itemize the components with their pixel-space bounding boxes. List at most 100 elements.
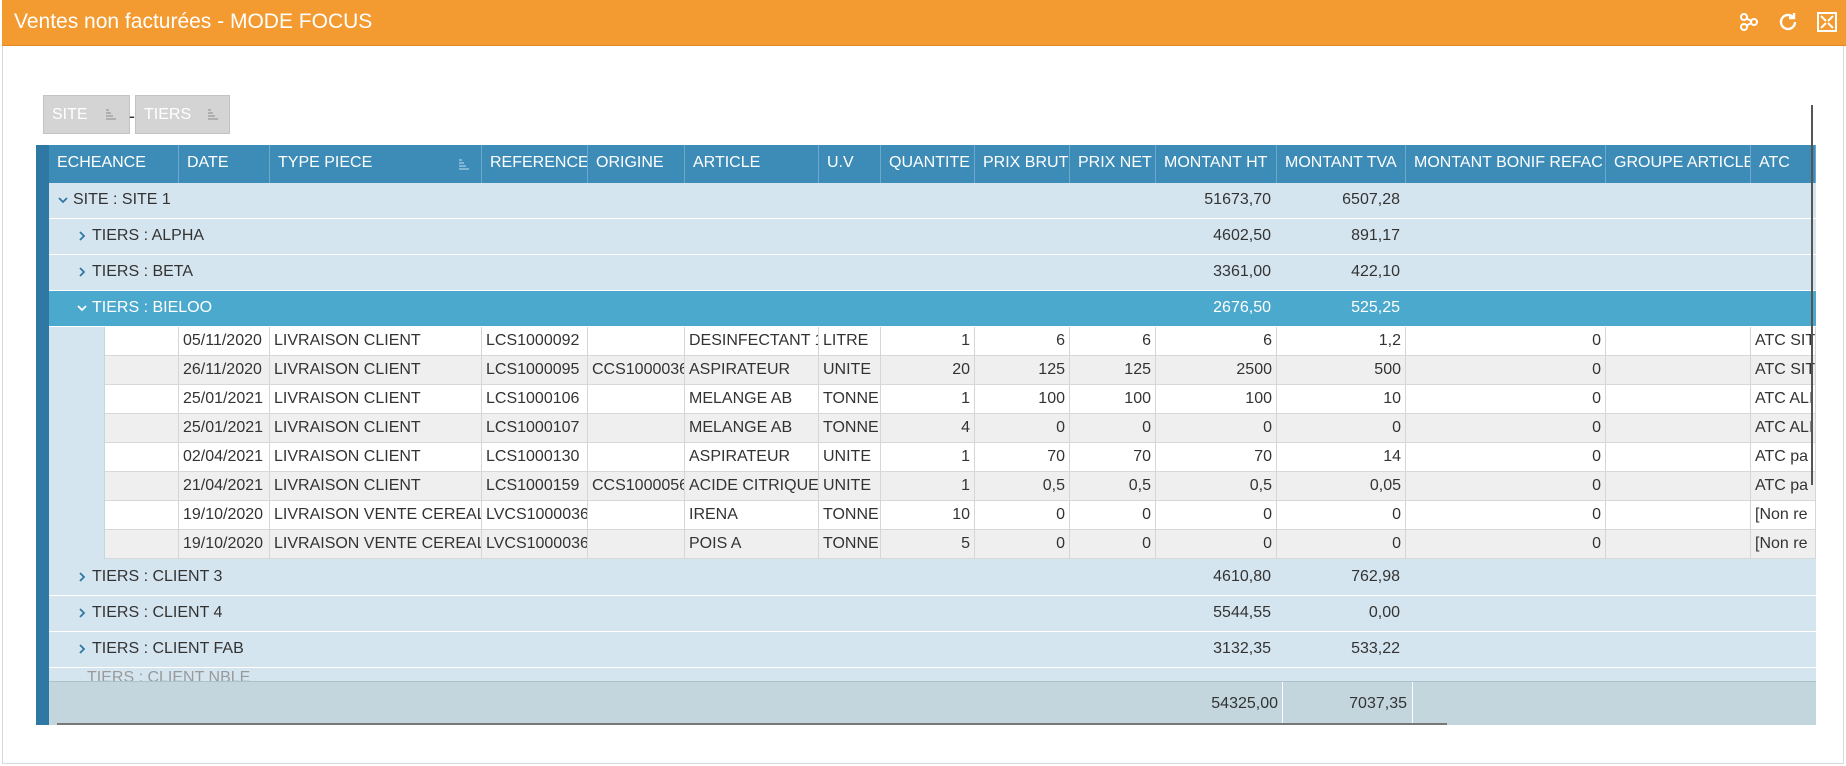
group-row-tiers-selected[interactable]: TIERS : BIELOO 2676,50 525,25 — [49, 291, 1816, 327]
row-indent — [49, 501, 105, 530]
cell-uv: TONNE — [819, 385, 881, 414]
cell-montant-tva: 500 — [1277, 356, 1406, 385]
cell-reference: LCS1000130 — [482, 443, 588, 472]
column-header-prix-brut[interactable]: PRIX BRUT — [975, 145, 1070, 183]
grid-header: ECHEANCE DATE TYPE PIECE REFERENCE ORIGINE AR… — [49, 145, 1816, 183]
group-row-tiers[interactable]: TIERS : CLIENT 4 5544,55 0,00 — [49, 596, 1816, 632]
group-row-tiers[interactable]: TIERS : CLIENT FAB 3132,35 533,22 — [49, 632, 1816, 668]
cell-montant-tva: 0 — [1277, 530, 1406, 559]
column-header-label: ATC — [1759, 154, 1790, 171]
cell-date: 19/10/2020 — [179, 530, 270, 559]
group-chip-tiers[interactable]: TIERS — [135, 95, 230, 134]
cell-date: 02/04/2021 — [179, 443, 270, 472]
cell-groupe-article — [1606, 472, 1751, 501]
column-header-montant-tva[interactable]: MONTANT TVA — [1277, 145, 1406, 183]
group-label: TIERS : CLIENT 4 — [92, 604, 223, 621]
group-label: SITE : SITE 1 — [73, 191, 171, 208]
expand-chevron-icon[interactable] — [75, 606, 89, 620]
column-header-label: PRIX BRUT — [983, 154, 1069, 171]
group-row-tiers[interactable]: TIERS : ALPHA 4602,50 891,17 — [49, 219, 1816, 255]
cell-date: 21/04/2021 — [179, 472, 270, 501]
cell-type-piece: LIVRAISON CLIENT — [270, 356, 482, 385]
column-header-date[interactable]: DATE — [179, 145, 270, 183]
table-row[interactable]: 19/10/2020 LIVRAISON VENTE CEREALE LVCS100… — [49, 501, 1816, 530]
cell-echeance — [105, 414, 179, 443]
cell-prix-brut: 100 — [975, 385, 1070, 414]
horizontal-scrollbar[interactable] — [57, 723, 1447, 725]
cell-article: MELANGE AB — [685, 414, 819, 443]
expand-chevron-icon[interactable] — [75, 265, 89, 279]
group-montant-ht: 2676,50 — [1213, 299, 1271, 316]
cell-origine — [588, 327, 685, 356]
row-indent — [49, 530, 105, 559]
column-header-uv[interactable]: U.V — [819, 145, 881, 183]
group-row-tiers[interactable]: TIERS : BETA 3361,00 422,10 — [49, 255, 1816, 291]
cell-prix-brut: 125 — [975, 356, 1070, 385]
cell-type-piece: LIVRAISON CLIENT — [270, 385, 482, 414]
column-header-reference[interactable]: REFERENCE — [482, 145, 588, 183]
cell-prix-brut: 0,5 — [975, 472, 1070, 501]
vertical-scrollbar[interactable] — [1811, 105, 1813, 485]
group-montant-tva: 6507,28 — [1342, 191, 1400, 208]
table-row[interactable]: 25/01/2021 LIVRAISON CLIENT LCS1000106 MELA… — [49, 385, 1816, 414]
expand-chevron-icon[interactable] — [75, 642, 89, 656]
group-label: TIERS : CLIENT FAB — [92, 640, 244, 657]
cell-montant-bonif: 0 — [1406, 356, 1606, 385]
collapse-chevron-icon[interactable] — [56, 193, 70, 207]
cell-montant-bonif: 0 — [1406, 530, 1606, 559]
group-chip-label: SITE — [52, 106, 88, 123]
cell-article: IRENA — [685, 501, 819, 530]
group-chip-site[interactable]: SITE — [43, 95, 130, 134]
group-montant-tva: 422,10 — [1351, 263, 1400, 280]
group-montant-ht: 5544,55 — [1213, 604, 1271, 621]
cell-uv: TONNE — [819, 501, 881, 530]
sort-icon[interactable] — [457, 157, 471, 171]
column-header-origine[interactable]: ORIGINE — [588, 145, 685, 183]
table-row[interactable]: 21/04/2021 LIVRAISON CLIENT LCS1000159 CCS1… — [49, 472, 1816, 501]
column-header-quantite[interactable]: QUANTITE — [881, 145, 975, 183]
cell-echeance — [105, 443, 179, 472]
column-header-label: MONTANT HT — [1164, 154, 1268, 171]
expand-chevron-icon[interactable] — [75, 229, 89, 243]
cell-prix-net: 0 — [1070, 414, 1156, 443]
cell-origine — [588, 385, 685, 414]
column-header-echeance[interactable]: ECHEANCE — [49, 145, 179, 183]
table-row[interactable]: 05/11/2020 LIVRAISON CLIENT LCS1000092 DESI… — [49, 327, 1816, 356]
share-nodes-icon[interactable] — [1737, 10, 1761, 34]
column-header-montant-ht[interactable]: MONTANT HT — [1156, 145, 1277, 183]
column-header-label: GROUPE ARTICLE — [1614, 154, 1751, 171]
cell-montant-ht: 2500 — [1156, 356, 1277, 385]
table-row[interactable]: 25/01/2021 LIVRAISON CLIENT LCS1000107 MELA… — [49, 414, 1816, 443]
table-row[interactable]: 19/10/2020 LIVRAISON VENTE CEREALE LVCS100… — [49, 530, 1816, 559]
column-header-groupe-article[interactable]: GROUPE ARTICLE — [1606, 145, 1751, 183]
cell-prix-brut: 70 — [975, 443, 1070, 472]
column-header-label: MONTANT BONIF REFAC — [1414, 154, 1603, 171]
cell-groupe-article — [1606, 385, 1751, 414]
table-row[interactable]: 26/11/2020 LIVRAISON CLIENT LCS1000095 CCS1… — [49, 356, 1816, 385]
grid-row-indicator-bar — [36, 145, 49, 725]
collapse-chevron-icon[interactable] — [75, 301, 89, 315]
row-indent — [49, 385, 105, 414]
exit-fullscreen-icon[interactable] — [1815, 10, 1839, 34]
cell-echeance — [105, 530, 179, 559]
cell-groupe-article — [1606, 414, 1751, 443]
cell-type-piece: LIVRAISON CLIENT — [270, 327, 482, 356]
column-header-atc[interactable]: ATC — [1751, 145, 1816, 183]
cell-prix-net: 0 — [1070, 530, 1156, 559]
group-row-tiers[interactable]: TIERS : CLIENT 3 4610,80 762,98 — [49, 560, 1816, 596]
group-row-site[interactable]: SITE : SITE 1 51673,70 6507,28 — [49, 183, 1816, 219]
sort-icon[interactable] — [206, 107, 220, 121]
column-header-prix-net[interactable]: PRIX NET — [1070, 145, 1156, 183]
group-chip-label: TIERS — [144, 106, 192, 123]
table-row[interactable]: 02/04/2021 LIVRAISON CLIENT LCS1000130 ASPI… — [49, 443, 1816, 472]
cell-origine — [588, 501, 685, 530]
grid-footer-totals: 54325,00 7037,35 — [49, 681, 1816, 725]
group-montant-tva: 525,25 — [1351, 299, 1400, 316]
column-header-article[interactable]: ARTICLE — [685, 145, 819, 183]
cell-article: MELANGE AB — [685, 385, 819, 414]
column-header-montant-bonif[interactable]: MONTANT BONIF REFAC — [1406, 145, 1606, 183]
column-header-type-piece[interactable]: TYPE PIECE — [270, 145, 482, 183]
expand-chevron-icon[interactable] — [75, 570, 89, 584]
sort-icon[interactable] — [104, 107, 118, 121]
refresh-icon[interactable] — [1776, 10, 1800, 34]
